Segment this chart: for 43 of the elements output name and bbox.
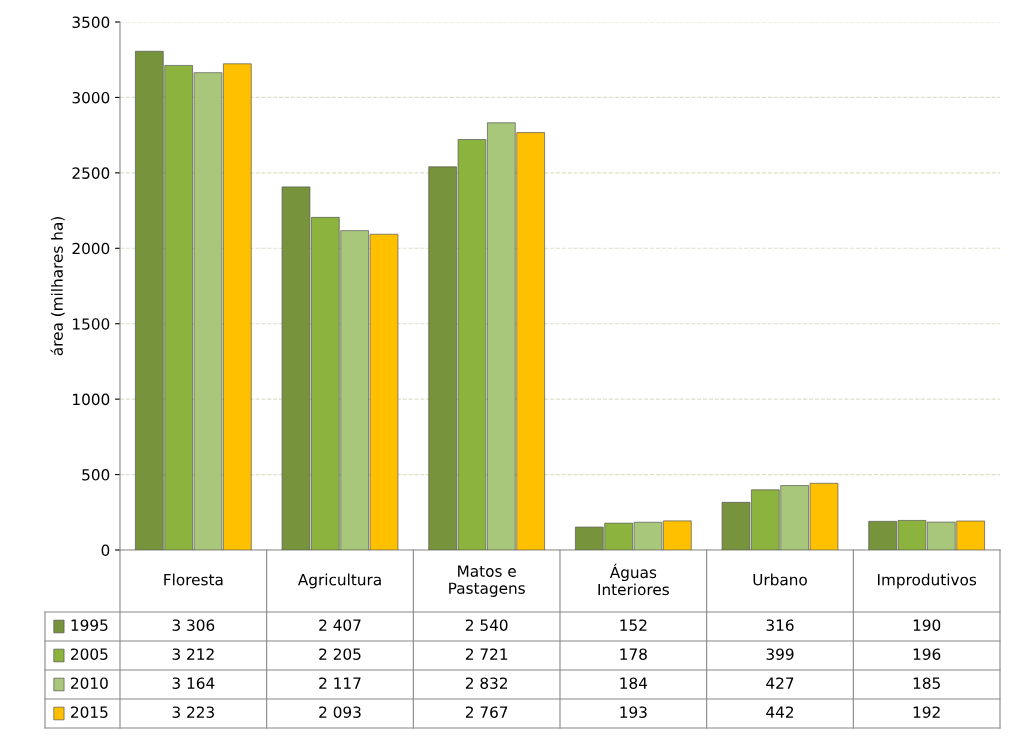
data-label: 152 <box>620 619 647 631</box>
y-tick-label: 500 <box>82 469 110 481</box>
data-label: 427 <box>766 677 794 689</box>
legend-label: 2005 <box>71 648 108 660</box>
x-tick-label: Agricultura <box>297 573 381 589</box>
data-label: 2 767 <box>465 706 508 718</box>
data-label: 399 <box>766 648 794 660</box>
data-label: 2 407 <box>319 619 361 631</box>
data-label: 178 <box>620 648 647 660</box>
y-tick-label: 3500 <box>72 16 110 29</box>
data-label: 2 540 <box>465 619 508 631</box>
data-label: 184 <box>620 677 648 689</box>
y-tick-label: 0 <box>101 544 110 557</box>
y-tick-label: 2000 <box>72 242 110 255</box>
data-label: 192 <box>913 706 940 718</box>
data-label: 193 <box>620 706 647 718</box>
data-label: 185 <box>913 677 940 689</box>
x-tick-label: Matos e Pastagens <box>449 565 525 597</box>
data-label: 190 <box>913 619 941 631</box>
x-tick-label: Improdutivos <box>878 573 977 589</box>
data-label: 2 721 <box>465 648 508 660</box>
legend-label: 2010 <box>71 677 108 689</box>
y-tick-label: 1500 <box>73 318 110 330</box>
legend-label: 1995 <box>71 619 108 631</box>
x-tick-label: Urbano <box>753 573 807 586</box>
y-tick-label: 2500 <box>72 167 110 179</box>
data-label: 3 306 <box>172 619 215 631</box>
data-label: 2 117 <box>319 677 361 689</box>
data-label: 316 <box>766 619 794 631</box>
data-label: 3 223 <box>172 706 214 718</box>
data-label: 2 093 <box>319 706 361 718</box>
x-tick-label: Floresta <box>164 573 223 586</box>
y-tick-label: 1000 <box>73 393 110 406</box>
y-tick-label: 3000 <box>72 91 110 104</box>
data-label: 3 164 <box>172 677 215 689</box>
data-label: 442 <box>766 706 794 718</box>
data-label: 2 832 <box>465 677 508 689</box>
x-tick-label: Águas Interiores <box>598 563 669 596</box>
data-label: 196 <box>913 648 941 660</box>
data-label: 2 205 <box>319 648 361 660</box>
data-label: 3 212 <box>172 648 214 660</box>
legend-label: 2015 <box>71 706 108 718</box>
y-axis-title: área (milhares ha) <box>50 217 65 356</box>
